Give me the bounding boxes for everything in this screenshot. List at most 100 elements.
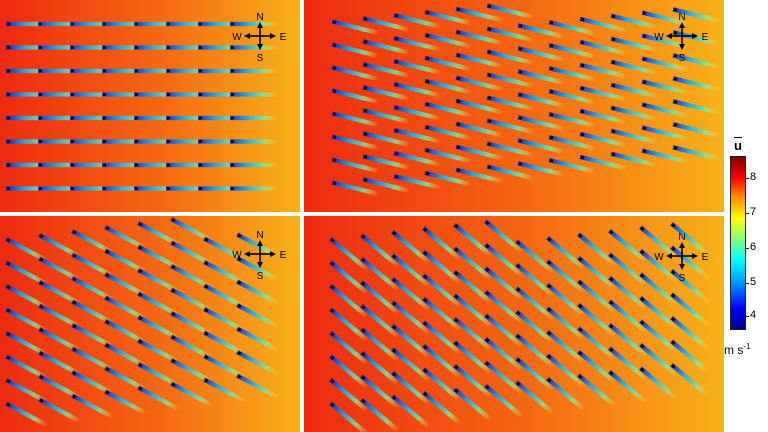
turbine-marker: [39, 304, 44, 309]
turbine-wake: [610, 59, 659, 76]
turbine-marker: [671, 246, 676, 251]
wake-streak: [639, 272, 679, 307]
turbine-wake: [486, 164, 535, 181]
turbine-wake: [71, 276, 114, 302]
wake-streak: [6, 186, 54, 191]
wake-streak: [486, 95, 535, 112]
turbine-wake: [134, 92, 182, 97]
turbine-wake: [548, 157, 597, 174]
turbine-marker: [425, 79, 430, 84]
colorbar-unit-base: m s: [724, 343, 744, 357]
turbine-marker: [237, 257, 242, 262]
turbine-wake: [6, 45, 54, 50]
wake-streak: [455, 121, 504, 138]
wake-streak: [486, 118, 535, 135]
turbine-wake: [134, 68, 182, 74]
wake-streak: [170, 334, 213, 361]
wake-streak: [672, 99, 721, 116]
wake-streak: [6, 92, 54, 97]
turbine-marker: [332, 89, 337, 93]
turbine-wake: [70, 162, 118, 168]
turbine-marker: [423, 298, 428, 303]
wake-streak: [104, 272, 147, 298]
turbine-marker: [549, 112, 554, 117]
turbine-wake: [362, 131, 411, 148]
wake-streak: [515, 310, 555, 345]
wake-streak: [424, 78, 473, 95]
wake-streak: [422, 391, 462, 426]
wake-streak: [166, 45, 214, 50]
turbine-wake: [5, 284, 48, 310]
wake-streak: [6, 68, 54, 74]
turbine-wake: [236, 303, 279, 329]
turbine-marker: [71, 187, 74, 190]
wake-streak: [38, 397, 81, 424]
turbine-marker: [640, 297, 645, 302]
colorbar-tick-7: 7: [750, 206, 757, 218]
turbine-wake: [362, 177, 411, 194]
wake-streak: [38, 186, 86, 191]
turbine-marker: [363, 178, 368, 182]
turbine-wake: [391, 300, 431, 335]
turbine-wake: [331, 111, 380, 128]
turbine-marker: [671, 293, 676, 298]
wake-streak: [236, 373, 279, 400]
wake-streak: [546, 306, 586, 341]
colorbar-tickmark: [745, 213, 749, 214]
turbine-marker: [580, 109, 585, 114]
turbine-marker: [6, 379, 11, 384]
turbine-wake: [546, 259, 586, 294]
turbine-marker: [394, 174, 399, 179]
wake-streak: [546, 236, 586, 271]
wake-streak: [137, 385, 180, 412]
turbine-wake: [639, 225, 679, 260]
turbine-wake: [672, 7, 721, 24]
turbine-wake: [484, 313, 524, 348]
turbine-wake: [517, 69, 566, 86]
turbine-marker: [609, 324, 614, 329]
wake-streak: [670, 222, 710, 257]
turbine-marker: [485, 338, 490, 343]
wake-streak: [672, 145, 721, 162]
turbine-wake: [455, 75, 504, 92]
turbine-wake: [329, 237, 369, 272]
turbine-marker: [392, 325, 397, 330]
turbine-marker: [71, 46, 74, 49]
turbine-wake: [486, 118, 535, 135]
turbine-wake: [329, 401, 369, 432]
turbine-marker: [167, 187, 170, 190]
wake-streak: [579, 39, 628, 56]
wake-streak: [672, 53, 721, 70]
turbine-marker: [640, 367, 645, 372]
wake-streak: [360, 398, 400, 432]
turbine-wake: [38, 397, 81, 424]
turbine-wake: [608, 346, 648, 381]
turbine-wake: [104, 342, 147, 369]
turbine-wake: [329, 284, 369, 319]
turbine-marker: [392, 278, 397, 283]
wake-streak: [670, 316, 710, 351]
turbine-marker: [103, 46, 106, 49]
turbine-marker: [138, 292, 143, 297]
turbine-wake: [137, 244, 180, 271]
turbine-marker: [332, 43, 337, 47]
wake-streak: [230, 115, 278, 121]
wake-streak: [71, 346, 114, 373]
wake-streak: [641, 102, 690, 119]
turbine-wake: [639, 272, 679, 307]
wake-streak: [548, 88, 597, 105]
wake-streak: [102, 186, 150, 191]
wake-streak: [203, 377, 246, 404]
turbine-wake: [579, 16, 628, 33]
wake-streak: [577, 326, 617, 361]
turbine-marker: [549, 43, 554, 48]
wake-streak: [424, 9, 473, 26]
wake-streak: [422, 320, 462, 355]
wake-streak: [102, 68, 150, 74]
wake-streak: [203, 236, 246, 263]
turbine-wake: [104, 295, 147, 322]
turbine-marker: [518, 162, 523, 166]
turbine-marker: [518, 116, 523, 120]
turbine-wake: [329, 378, 369, 413]
wake-streak: [608, 229, 648, 264]
